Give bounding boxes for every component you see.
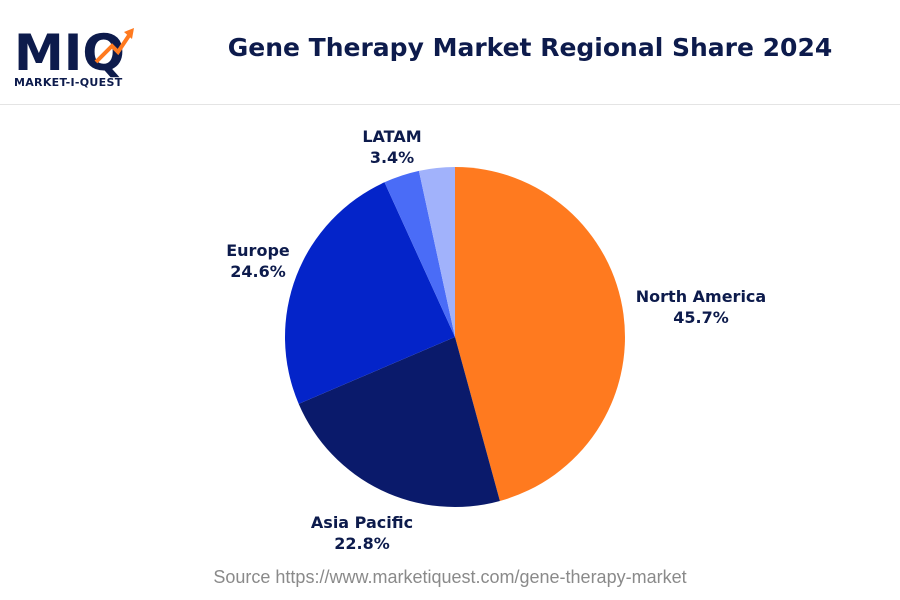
logo-text: MARKET-I-QUEST	[14, 76, 123, 89]
slice-label-latam: LATAM	[362, 127, 421, 146]
slice-label-asia-pacific: Asia Pacific	[311, 513, 413, 532]
slice-label-north-america: North America	[636, 287, 766, 306]
chart-title: Gene Therapy Market Regional Share 2024	[227, 33, 833, 62]
arrow-head-icon	[124, 28, 134, 39]
slice-label-europe: Europe	[226, 241, 290, 260]
miq-logo: MIQ	[14, 24, 134, 82]
trend-arrow-icon	[94, 32, 132, 64]
pie-slice-europe	[284, 182, 455, 404]
pie-slice-other-3	[384, 170, 455, 337]
header: MIQ MARKET-I-QUEST Gene Therapy Market R…	[0, 0, 900, 105]
pie-slice-latam	[418, 167, 455, 337]
slice-value-north-america: 45.7%	[673, 308, 729, 327]
pie-slice-asia-pacific	[298, 337, 500, 507]
slice-value-europe: 24.6%	[230, 262, 286, 281]
source-text: Source https://www.marketiquest.com/gene…	[213, 567, 687, 587]
slice-value-asia-pacific: 22.8%	[334, 534, 390, 553]
pie-slice-north-america	[455, 167, 625, 501]
slice-value-latam: 3.4%	[370, 148, 414, 167]
